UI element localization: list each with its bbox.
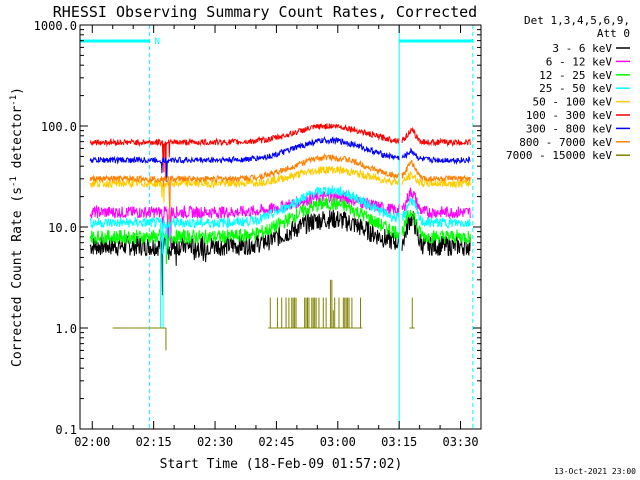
y-tick-label: 1.0	[55, 322, 77, 336]
y-axis-label-sup1: -1	[9, 176, 19, 187]
series-100-300-kev	[89, 123, 471, 182]
chart-title: RHESSI Observing Summary Count Rates, Co…	[53, 3, 477, 21]
y-tick-label: 0.1	[55, 423, 77, 437]
legend-entry-label: 12 - 25 keV	[539, 69, 612, 82]
legend-entry-label: 3 - 6 keV	[552, 42, 612, 55]
legend-entry-label: 50 - 100 keV	[533, 96, 613, 109]
legend-header-line-1: Det 1,3,4,5,6,9,	[524, 14, 630, 27]
series-300-800-kev	[89, 136, 471, 182]
y-tick-label: 10.0	[48, 221, 77, 235]
y-tick-label: 1000.0	[34, 19, 77, 33]
legend-entry-label: 100 - 300 keV	[526, 109, 612, 122]
x-tick-label: 02:15	[136, 435, 172, 449]
series-6-12-kev	[89, 187, 471, 249]
footer-date: 13-Oct-2021 23:00	[554, 467, 636, 476]
x-tick-label: 03:15	[381, 435, 417, 449]
legend-entry-label: 25 - 50 keV	[539, 82, 612, 95]
x-tick-label: 02:30	[197, 435, 233, 449]
y-axis-label: Corrected Count Rate (s-1 detector-1)	[9, 87, 25, 367]
saa-interval-label: N	[155, 37, 160, 47]
series-50-100-kev	[89, 164, 471, 203]
legend-entry-label: 7000 - 15000 keV	[506, 149, 612, 162]
series-7000-15000-kev	[112, 279, 415, 351]
series-800-7000-kev	[89, 152, 471, 225]
axes: 1000.0 100.0 10.0 1.0 0.102:00 02:15 02:30 02:4…	[34, 19, 481, 449]
legend-entry-label: 300 - 800 keV	[526, 122, 612, 135]
x-tick-label: 03:30	[442, 435, 478, 449]
y-axis-label-end: )	[10, 87, 25, 95]
series-25-50-kev	[89, 185, 471, 256]
y-axis-label-sup2: -1	[9, 95, 19, 106]
series-12-25-kev	[89, 195, 471, 265]
legend-entry-label: 6 - 12 keV	[546, 55, 613, 68]
x-tick-label: 02:45	[258, 435, 294, 449]
x-tick-label: 02:00	[74, 435, 110, 449]
x-tick-label: 03:00	[320, 435, 356, 449]
legend-entry-label: 800 - 7000 keV	[519, 136, 612, 149]
y-axis-label-main: Corrected Count Rate (s	[10, 187, 25, 367]
y-tick-label: 100.0	[41, 120, 77, 134]
legend-header-line-2: Att 0	[597, 27, 630, 40]
y-axis-label-mid: detector	[10, 106, 25, 177]
series-3-6-kev	[89, 209, 471, 296]
x-axis-label: Start Time (18-Feb-09 01:57:02)	[160, 457, 403, 472]
